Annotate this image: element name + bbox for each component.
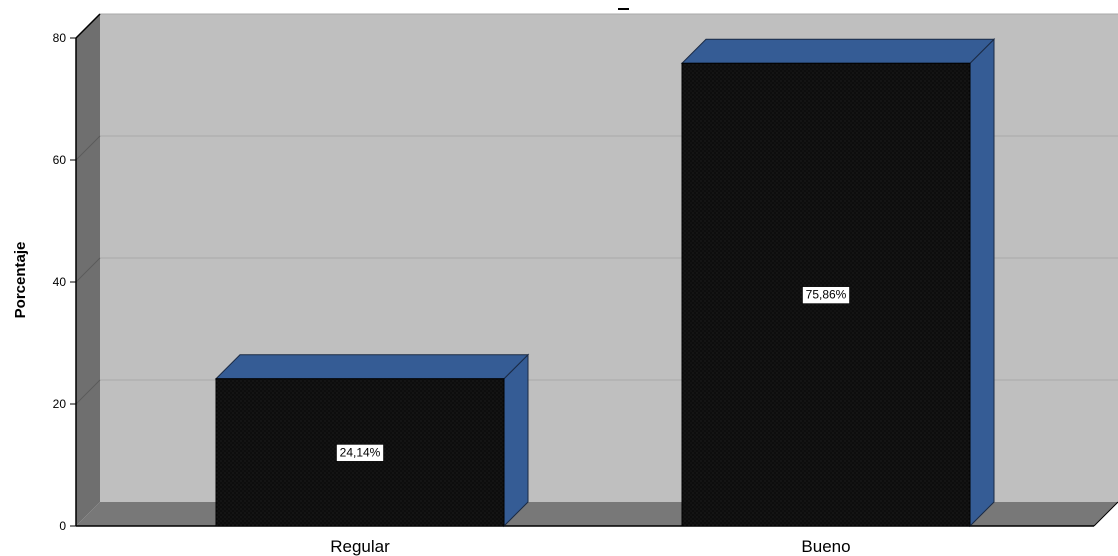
y-tick-label: 20 [53,397,67,411]
x-tick-label: Bueno [801,537,850,556]
x-tick-label: Regular [330,537,390,556]
y-tick-label: 80 [53,31,67,45]
data-label: 24,14% [336,444,384,462]
x-axis-labels: Regular Bueno [330,537,850,556]
bar-side-face [503,353,529,528]
side-gridline [75,257,101,283]
data-label-text: 75,86% [806,288,847,302]
data-label-text: 24,14% [340,445,381,459]
bar: 24,14% [214,353,530,528]
y-axis-ticks: 0 20 40 60 80 [53,31,76,533]
y-tick-label: 40 [53,275,67,289]
floor-edge-line [1093,501,1118,527]
y-tick-label: 60 [53,153,67,167]
side-gridline [75,379,101,405]
bars: 24,14% 75,86% [214,38,996,528]
bar-side-face [969,38,995,528]
side-gridline [75,135,101,161]
y-axis-label: Porcentaje [12,242,29,319]
data-label-box [802,286,850,304]
bar-top-face [214,354,530,380]
bar: 75,86% [680,38,996,528]
y-tick-label: 0 [59,519,66,533]
data-label-box [336,444,384,462]
bar-top-face [680,38,996,64]
data-label: 75,86% [802,286,850,304]
